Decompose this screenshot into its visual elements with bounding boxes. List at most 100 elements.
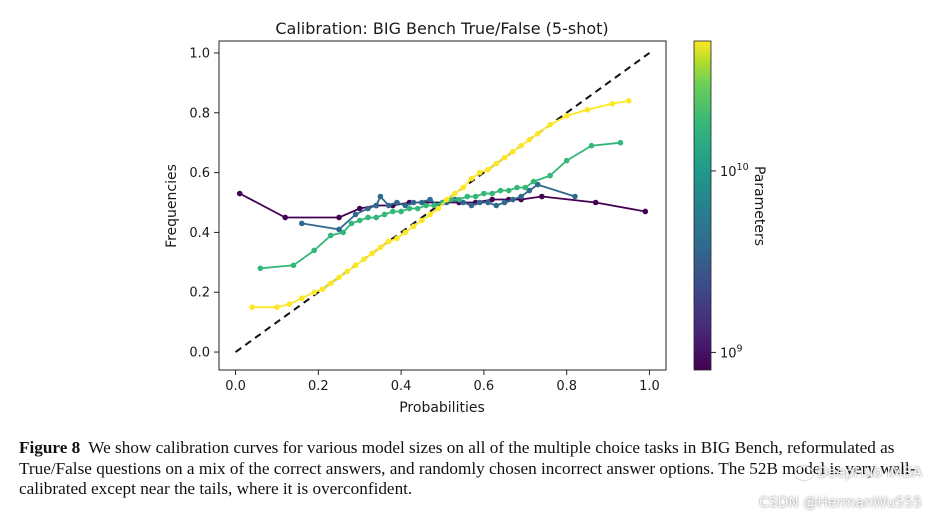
data-point xyxy=(419,199,425,206)
colorbar-tick-label: 109 xyxy=(720,343,743,361)
data-point xyxy=(356,217,363,224)
data-point xyxy=(427,196,433,203)
data-point xyxy=(352,262,359,269)
data-point xyxy=(369,250,375,257)
data-point xyxy=(592,199,599,206)
data-point xyxy=(460,199,466,206)
data-point xyxy=(514,184,520,191)
data-point xyxy=(547,121,553,128)
data-point xyxy=(588,142,595,149)
data-point xyxy=(460,184,466,191)
data-point xyxy=(481,190,487,197)
data-point xyxy=(385,238,392,245)
data-point xyxy=(361,256,367,263)
caption-text: We show calibration curves for various m… xyxy=(19,438,916,498)
data-point xyxy=(298,220,305,227)
data-point xyxy=(617,139,624,146)
watermark-line2: CSDN @HermanWu555 xyxy=(758,495,922,511)
data-point xyxy=(584,106,591,113)
series-2 xyxy=(257,139,624,272)
data-point xyxy=(501,154,508,161)
data-point xyxy=(402,202,409,209)
data-point xyxy=(398,208,404,215)
data-point xyxy=(394,235,400,242)
x-tick-label: 0.8 xyxy=(556,379,577,394)
x-axis-ticks: 0.0 0.2 0.4 0.6 0.8 1.0 xyxy=(225,370,660,394)
data-point xyxy=(510,148,516,155)
data-point xyxy=(534,130,541,137)
data-point xyxy=(485,166,491,173)
data-point xyxy=(464,193,471,200)
data-point xyxy=(510,196,516,203)
data-point xyxy=(427,211,433,218)
data-point xyxy=(518,142,524,149)
data-point xyxy=(468,202,475,209)
y-tick-label: 0.8 xyxy=(189,106,210,121)
wechat-icon xyxy=(794,466,813,480)
series-layer xyxy=(236,98,649,310)
y-tick-label: 1.0 xyxy=(189,46,210,61)
colorbar-gradient xyxy=(693,40,712,371)
data-point xyxy=(373,214,380,221)
data-point xyxy=(319,286,326,293)
x-tick-label: 0.2 xyxy=(308,379,329,394)
data-point xyxy=(472,193,479,200)
y-tick-label: 0.4 xyxy=(189,226,210,241)
data-point xyxy=(526,187,533,194)
data-point xyxy=(489,196,495,203)
data-point xyxy=(348,220,355,227)
data-point xyxy=(476,199,483,206)
data-point xyxy=(344,268,351,275)
chart-title: Calibration: BIG Bench True/False (5-sho… xyxy=(275,19,608,38)
data-point xyxy=(373,202,380,209)
data-point xyxy=(381,211,388,218)
data-point xyxy=(563,157,570,164)
data-point xyxy=(468,175,475,182)
data-point xyxy=(406,205,413,212)
plot-area: 0.0 0.2 0.4 0.6 0.8 1.0 0.0 0.2 0.4 0.6 0.8 1.0 xyxy=(189,40,667,394)
data-point xyxy=(642,208,649,215)
data-point xyxy=(609,101,615,107)
data-point xyxy=(547,172,553,179)
data-point xyxy=(501,199,508,206)
data-point xyxy=(431,202,438,209)
data-point xyxy=(327,232,334,239)
data-point xyxy=(505,187,512,194)
data-point xyxy=(365,205,371,212)
colorbar-tick-label: 1010 xyxy=(720,162,749,180)
data-point xyxy=(274,304,280,310)
data-point xyxy=(298,295,305,302)
data-point xyxy=(352,211,359,218)
data-point xyxy=(530,178,537,185)
data-point xyxy=(435,205,442,212)
data-point xyxy=(356,205,363,212)
data-point xyxy=(497,187,504,194)
data-point xyxy=(443,196,450,203)
data-point xyxy=(410,199,417,206)
x-tick-label: 0.0 xyxy=(225,379,246,394)
data-point xyxy=(336,226,342,233)
data-point xyxy=(336,274,342,281)
data-point xyxy=(539,193,545,200)
watermark: DeepHub IMBA CSDN @HermanWu555 xyxy=(722,458,922,518)
data-point xyxy=(336,214,342,221)
series-3 xyxy=(249,98,632,310)
data-point xyxy=(493,160,500,167)
data-point xyxy=(390,208,396,215)
data-point xyxy=(572,193,578,200)
data-point xyxy=(410,223,417,230)
data-point xyxy=(377,244,384,251)
data-point xyxy=(402,229,409,236)
data-point xyxy=(534,181,541,188)
y-tick-label: 0.6 xyxy=(189,166,210,181)
data-point xyxy=(311,247,317,254)
data-point xyxy=(282,214,289,221)
x-axis-label: Probabilities xyxy=(399,400,485,416)
colorbar-label: Parameters xyxy=(751,166,767,246)
data-point xyxy=(489,190,495,197)
x-tick-label: 0.4 xyxy=(391,379,412,394)
data-point xyxy=(522,184,529,191)
data-point xyxy=(377,193,384,200)
data-point xyxy=(385,202,392,209)
data-point xyxy=(456,196,462,203)
